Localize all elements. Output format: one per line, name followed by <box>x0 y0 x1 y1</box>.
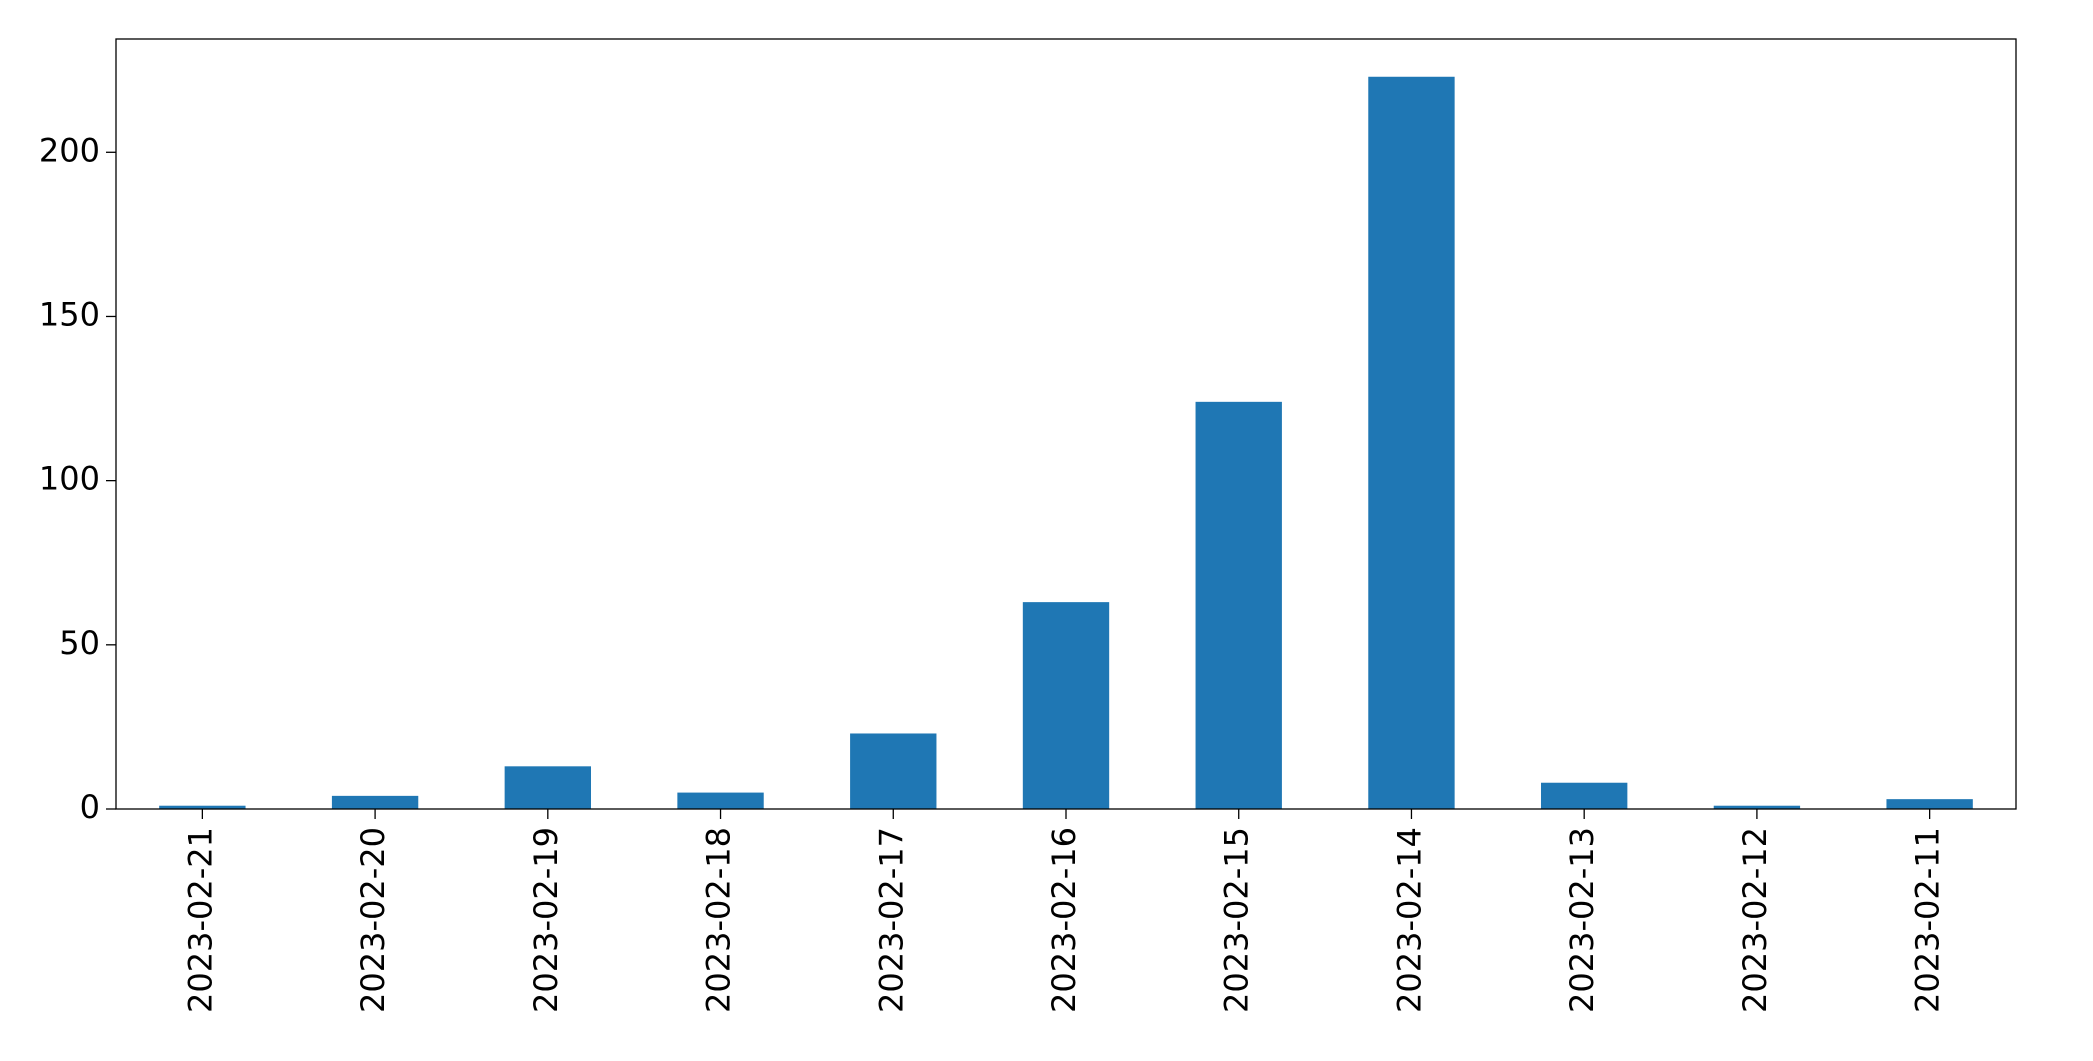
x-tick-label: 2023-02-12 <box>1736 827 1774 1013</box>
bar <box>1368 76 1455 810</box>
bar <box>159 805 246 809</box>
axes-frame <box>115 38 2017 810</box>
y-tick-label: 50 <box>59 624 100 662</box>
bar <box>1022 602 1110 809</box>
y-tick-label: 0 <box>80 788 100 826</box>
y-tick-label: 150 <box>39 295 100 333</box>
x-tick-label: 2023-02-11 <box>1909 827 1947 1013</box>
bar <box>1713 805 1801 809</box>
x-tick-label: 2023-02-20 <box>354 827 392 1013</box>
x-tick-label: 2023-02-16 <box>1045 827 1083 1013</box>
x-tick-label: 2023-02-15 <box>1218 827 1256 1013</box>
x-tick-label: 2023-02-21 <box>181 827 219 1013</box>
y-tick-label: 200 <box>39 131 100 169</box>
bar <box>1195 401 1282 809</box>
bar <box>504 766 591 809</box>
bar <box>1541 782 1628 809</box>
y-tick-label: 100 <box>39 460 100 498</box>
x-tick-label: 2023-02-14 <box>1390 827 1428 1013</box>
x-tick-label: 2023-02-18 <box>700 827 738 1013</box>
x-tick-label: 2023-02-17 <box>872 827 910 1013</box>
bar <box>1886 799 1973 809</box>
x-tick-label: 2023-02-19 <box>527 827 565 1013</box>
bar <box>850 733 937 809</box>
x-tick-label: 2023-02-13 <box>1563 827 1601 1013</box>
bar <box>677 792 764 809</box>
bar <box>331 795 419 809</box>
